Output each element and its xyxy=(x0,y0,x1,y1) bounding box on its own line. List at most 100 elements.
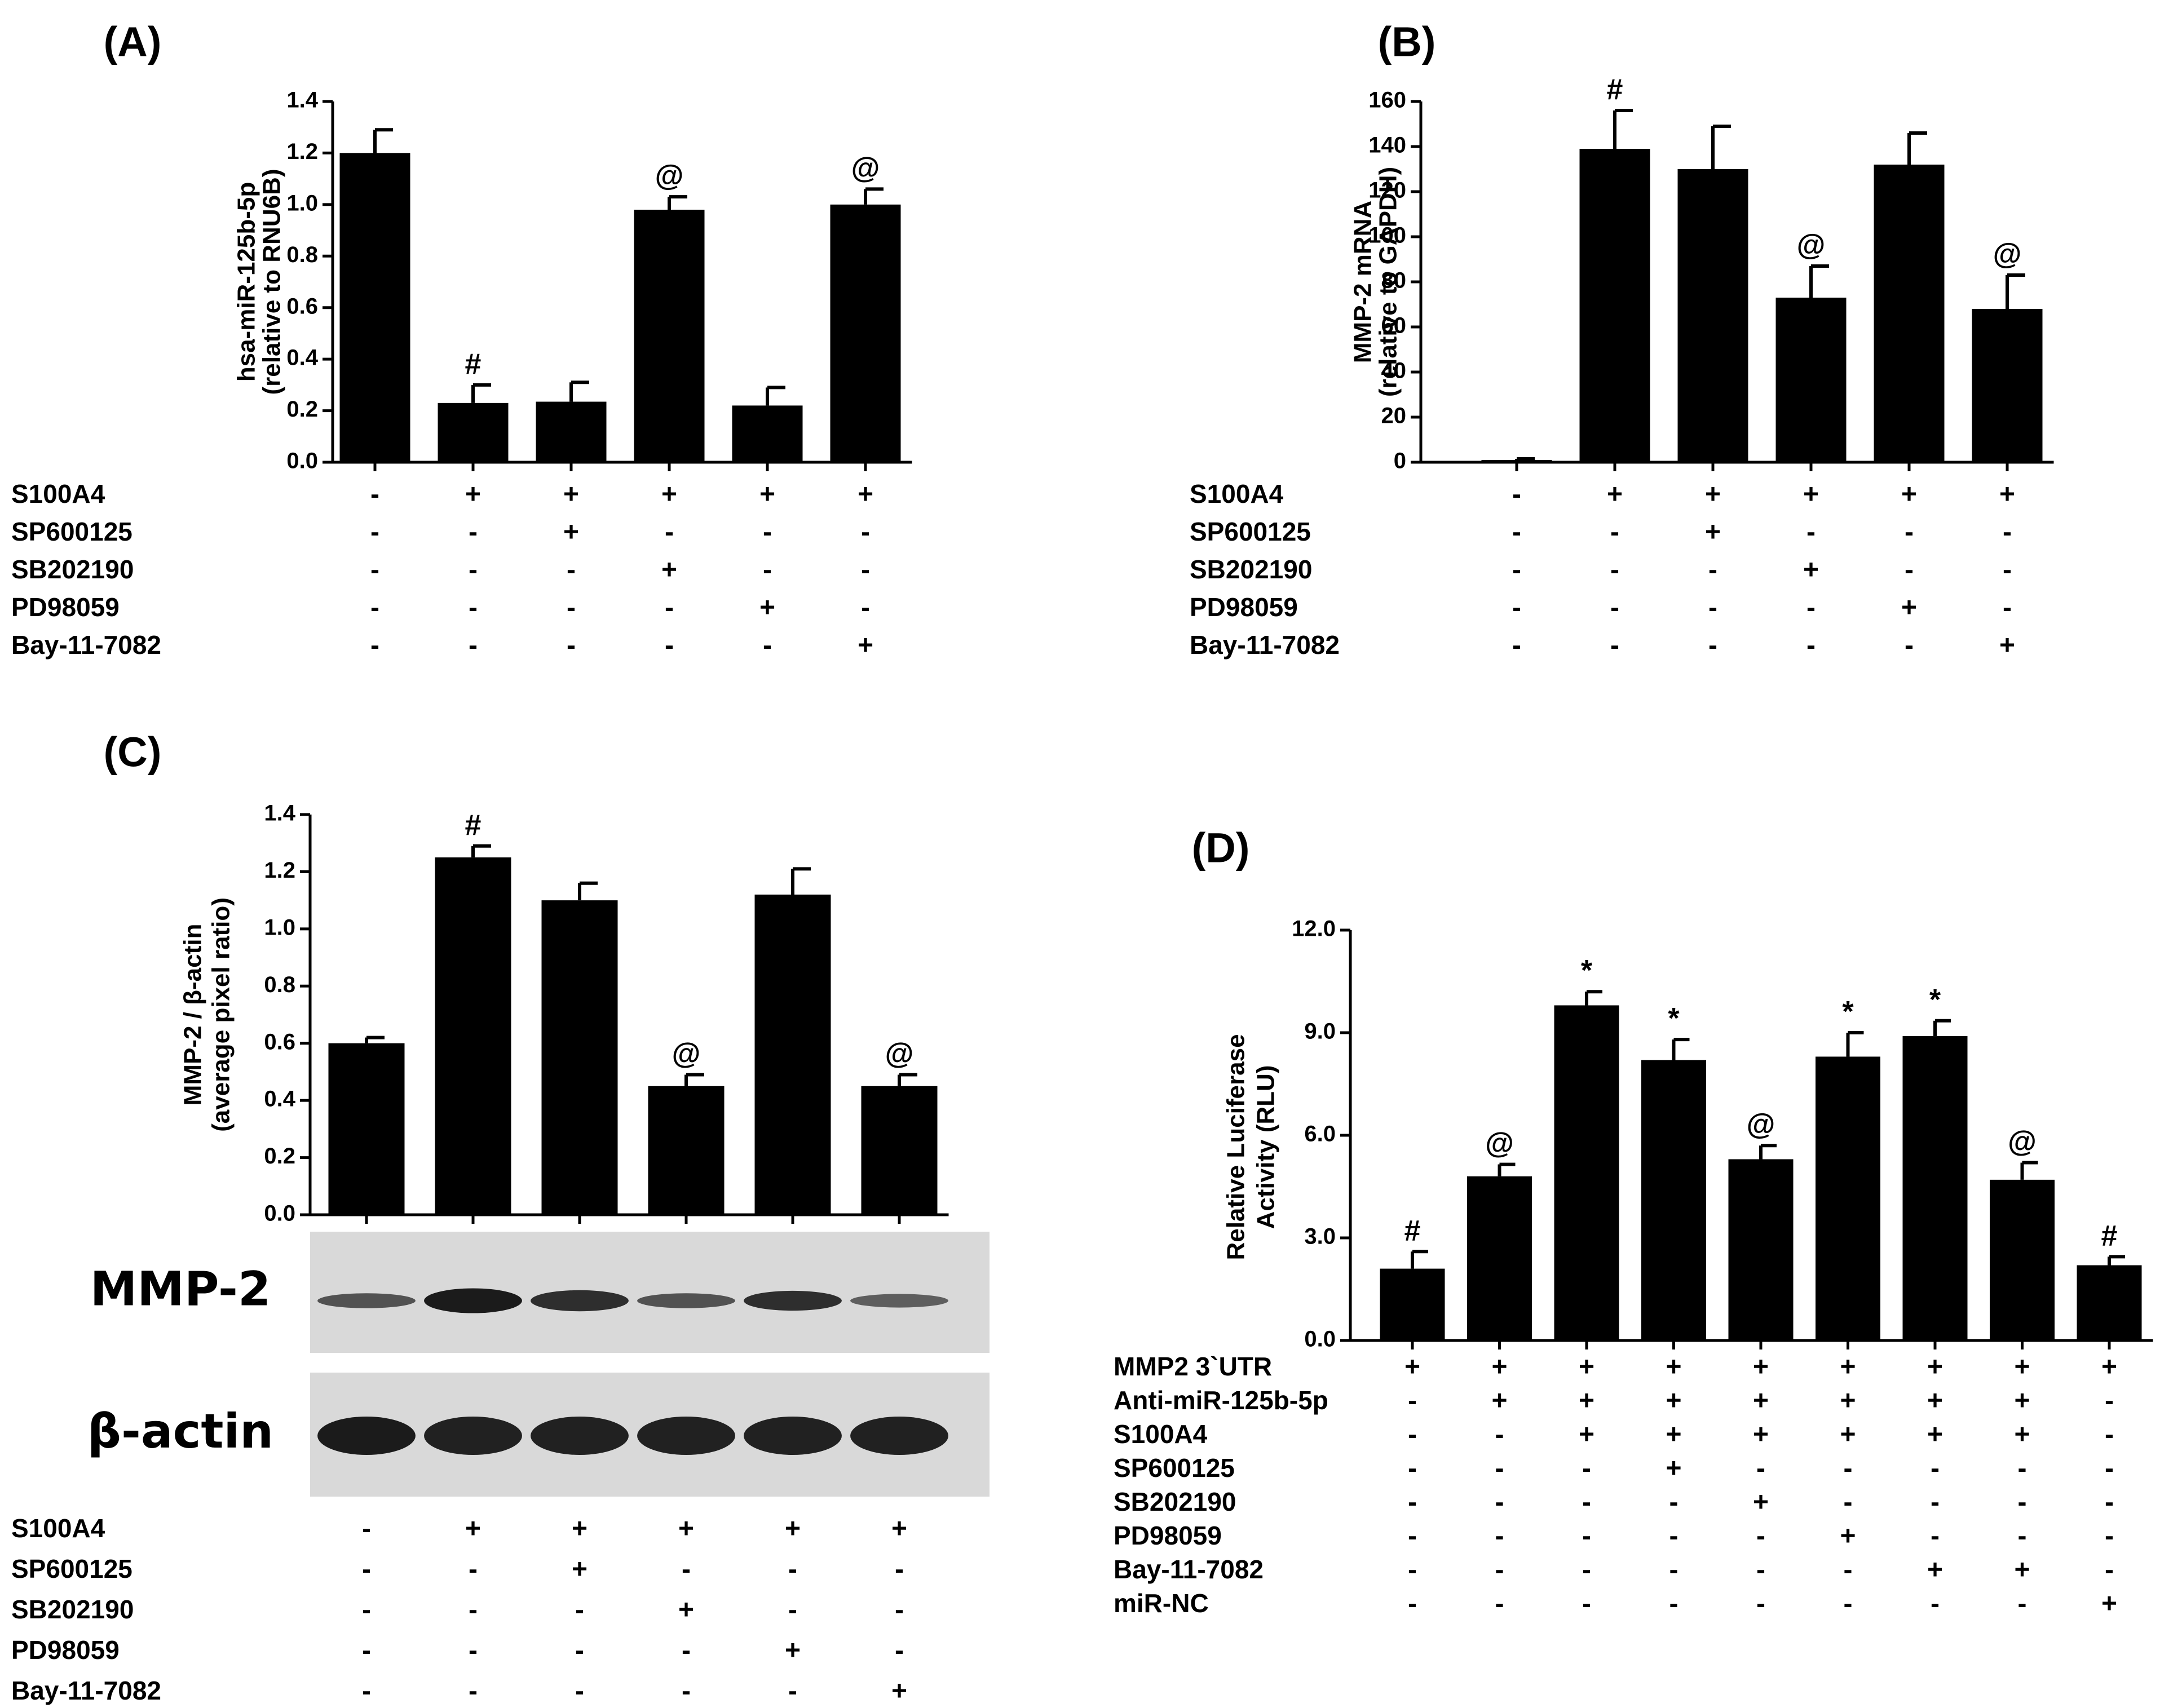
condition-sign: + xyxy=(1840,1420,1856,1450)
condition-sign: - xyxy=(682,1555,691,1585)
condition-sign: - xyxy=(1512,593,1521,623)
condition-sign: - xyxy=(575,1676,584,1706)
significance-mark: * xyxy=(1668,1002,1680,1035)
condition-sign: + xyxy=(1607,480,1623,510)
condition-sign: + xyxy=(1753,1488,1769,1517)
significance-mark: # xyxy=(465,809,482,842)
condition-sign: - xyxy=(1408,1555,1417,1585)
condition-sign: + xyxy=(1753,1352,1769,1382)
panel-label: (A) xyxy=(104,19,162,65)
significance-mark: * xyxy=(1581,954,1593,987)
blot-band xyxy=(317,1293,416,1308)
condition-row-label: PD98059 xyxy=(1190,592,1298,622)
condition-sign: + xyxy=(2101,1352,2117,1382)
condition-sign: + xyxy=(563,517,579,547)
y-tick-label: 1.0 xyxy=(286,191,318,215)
condition-sign: - xyxy=(2003,593,2012,623)
condition-sign: - xyxy=(1756,1454,1765,1484)
y-axis-title-line: MMP-2 / β-actin xyxy=(179,924,207,1106)
y-tick-label: 0.2 xyxy=(264,1144,295,1169)
blot-label: β-actin xyxy=(87,1404,273,1459)
significance-mark: @ xyxy=(1797,229,1826,262)
significance-mark: * xyxy=(1842,995,1854,1028)
blot-label: MMP-2 xyxy=(90,1261,271,1316)
bar xyxy=(830,204,901,462)
condition-sign: + xyxy=(2014,1352,2030,1382)
condition-sign: - xyxy=(370,555,379,585)
condition-sign: - xyxy=(2003,555,2012,585)
condition-row-label: Bay-11-7082 xyxy=(11,630,161,660)
condition-row-label: SB202190 xyxy=(1190,555,1312,584)
bar xyxy=(328,1043,405,1215)
condition-sign: - xyxy=(1844,1589,1853,1619)
y-tick-label: 100 xyxy=(1368,223,1406,248)
condition-sign: - xyxy=(469,1555,478,1585)
condition-sign: + xyxy=(563,480,579,510)
condition-sign: + xyxy=(1927,1555,1943,1585)
condition-sign: - xyxy=(1495,1555,1504,1585)
condition-sign: - xyxy=(1610,517,1619,547)
condition-sign: - xyxy=(2105,1454,2114,1484)
condition-sign: - xyxy=(469,1676,478,1706)
y-tick-label: 1.2 xyxy=(286,139,318,164)
condition-sign: - xyxy=(1708,555,1717,585)
bar xyxy=(1775,298,1847,462)
condition-sign: + xyxy=(1666,1454,1681,1484)
condition-sign: - xyxy=(575,1595,584,1625)
y-axis-title-line: hsa-miR-125b-5p xyxy=(233,182,260,382)
condition-sign: + xyxy=(1666,1420,1681,1450)
y-tick-label: 9.0 xyxy=(1304,1019,1336,1044)
condition-sign: + xyxy=(858,480,873,510)
condition-sign: - xyxy=(1806,517,1816,547)
condition-sign: + xyxy=(678,1514,694,1544)
condition-sign: - xyxy=(1512,555,1521,585)
condition-sign: - xyxy=(682,1676,691,1706)
condition-sign: - xyxy=(567,593,576,623)
y-axis-title-line: Activity (RLU) xyxy=(1252,1065,1280,1229)
y-tick-label: 0.0 xyxy=(1304,1327,1336,1352)
bar xyxy=(536,401,607,462)
condition-sign: - xyxy=(1844,1488,1853,1517)
condition-sign: + xyxy=(1840,1386,1856,1416)
condition-sign: - xyxy=(1806,593,1816,623)
condition-sign: - xyxy=(1408,1386,1417,1416)
y-tick-label: 0.4 xyxy=(286,346,318,370)
condition-sign: - xyxy=(1931,1454,1940,1484)
y-tick-label: 0.6 xyxy=(264,1029,295,1054)
condition-sign: - xyxy=(763,517,772,547)
y-tick-label: 0.4 xyxy=(264,1087,295,1112)
y-tick-label: 80 xyxy=(1381,268,1407,293)
condition-sign: + xyxy=(1666,1386,1681,1416)
condition-sign: - xyxy=(575,1636,584,1666)
condition-sign: - xyxy=(1408,1488,1417,1517)
condition-row-label: PD98059 xyxy=(1114,1521,1222,1550)
y-tick-label: 140 xyxy=(1368,133,1406,158)
condition-sign: - xyxy=(362,1555,371,1585)
condition-sign: - xyxy=(1756,1521,1765,1551)
significance-mark: # xyxy=(2101,1219,2118,1252)
condition-sign: - xyxy=(1806,631,1816,661)
condition-sign: - xyxy=(1669,1521,1679,1551)
condition-sign: - xyxy=(788,1676,797,1706)
condition-sign: - xyxy=(1756,1555,1765,1585)
blot-band xyxy=(531,1290,629,1312)
condition-sign: - xyxy=(1408,1420,1417,1450)
bar xyxy=(754,895,831,1215)
condition-sign: - xyxy=(1495,1454,1504,1484)
condition-sign: + xyxy=(2101,1589,2117,1619)
condition-sign: - xyxy=(469,555,478,585)
condition-sign: - xyxy=(370,517,379,547)
condition-sign: + xyxy=(1666,1352,1681,1382)
chart-panel-b: (B) 0 20 40 60 80 100 120 140 160 MMP-2 mRNA(relat… xyxy=(1190,19,2054,661)
condition-sign: - xyxy=(1756,1589,1765,1619)
condition-sign: - xyxy=(2018,1521,2027,1551)
condition-sign: - xyxy=(2105,1420,2114,1450)
condition-sign: + xyxy=(858,631,873,661)
bar xyxy=(1902,1036,1968,1340)
condition-sign: + xyxy=(1840,1352,1856,1382)
bar xyxy=(438,402,509,462)
chart-panel-c: (C) 0.0 0.2 0.4 0.6 0.8 1.0 1.2 1.4 MMP-2 / β-act… xyxy=(11,729,990,1706)
significance-mark: @ xyxy=(1747,1108,1775,1141)
condition-row-label: S100A4 xyxy=(1190,479,1284,508)
